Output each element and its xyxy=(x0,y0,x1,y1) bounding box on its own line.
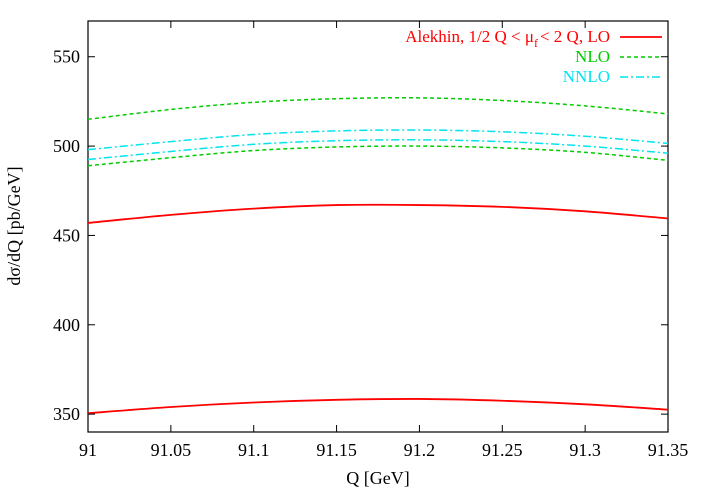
legend-label-nnlo: NNLO xyxy=(563,67,610,86)
x-tick-label: 91.25 xyxy=(482,440,523,460)
legend-entry-lo: Alekhin, 1/2 Q < μf < 2 Q, LO xyxy=(405,27,662,50)
x-tick-label: 91.2 xyxy=(404,440,436,460)
y-tick-label: 400 xyxy=(53,315,80,335)
x-tick-label: 91.3 xyxy=(569,440,601,460)
y-tick-label: 500 xyxy=(53,136,80,156)
x-tick-label: 91.05 xyxy=(151,440,192,460)
y-tick-label: 450 xyxy=(53,225,80,245)
x-tick-label: 91.35 xyxy=(648,440,689,460)
legend-entry-nnlo: NNLO xyxy=(563,67,662,86)
legend-label-lo: Alekhin, 1/2 Q < μf < 2 Q, LO xyxy=(405,27,610,50)
series-line-nnlo-lower xyxy=(87,139,669,161)
y-tick-label: 350 xyxy=(53,404,80,424)
y-axis-title: dσ/dQ [pb/GeV] xyxy=(4,166,24,285)
series-line-nlo-lower xyxy=(87,145,669,167)
series-line-lo-lower xyxy=(87,398,669,415)
legend-entry-nlo: NLO xyxy=(575,47,662,66)
legend-label-nlo: NLO xyxy=(575,47,610,66)
x-tick-label: 91.1 xyxy=(238,440,270,460)
series-line-lo-upper xyxy=(87,203,669,224)
series-line-nlo-upper xyxy=(87,96,669,121)
x-tick-label: 91.15 xyxy=(316,440,357,460)
x-axis-title: Q [GeV] xyxy=(346,468,409,488)
y-tick-label: 550 xyxy=(53,47,80,67)
axis-ticks: 91 91.05 91.1 91.15 91.2 91.25 91.3 91.35 350 400… xyxy=(53,21,688,460)
x-tick-label: 91 xyxy=(79,440,97,460)
series-line-nnlo-upper xyxy=(87,129,669,151)
plot-frame xyxy=(87,20,669,433)
legend: Alekhin, 1/2 Q < μf < 2 Q, LO NLO NNLO xyxy=(405,27,662,86)
series-curves xyxy=(87,96,669,415)
